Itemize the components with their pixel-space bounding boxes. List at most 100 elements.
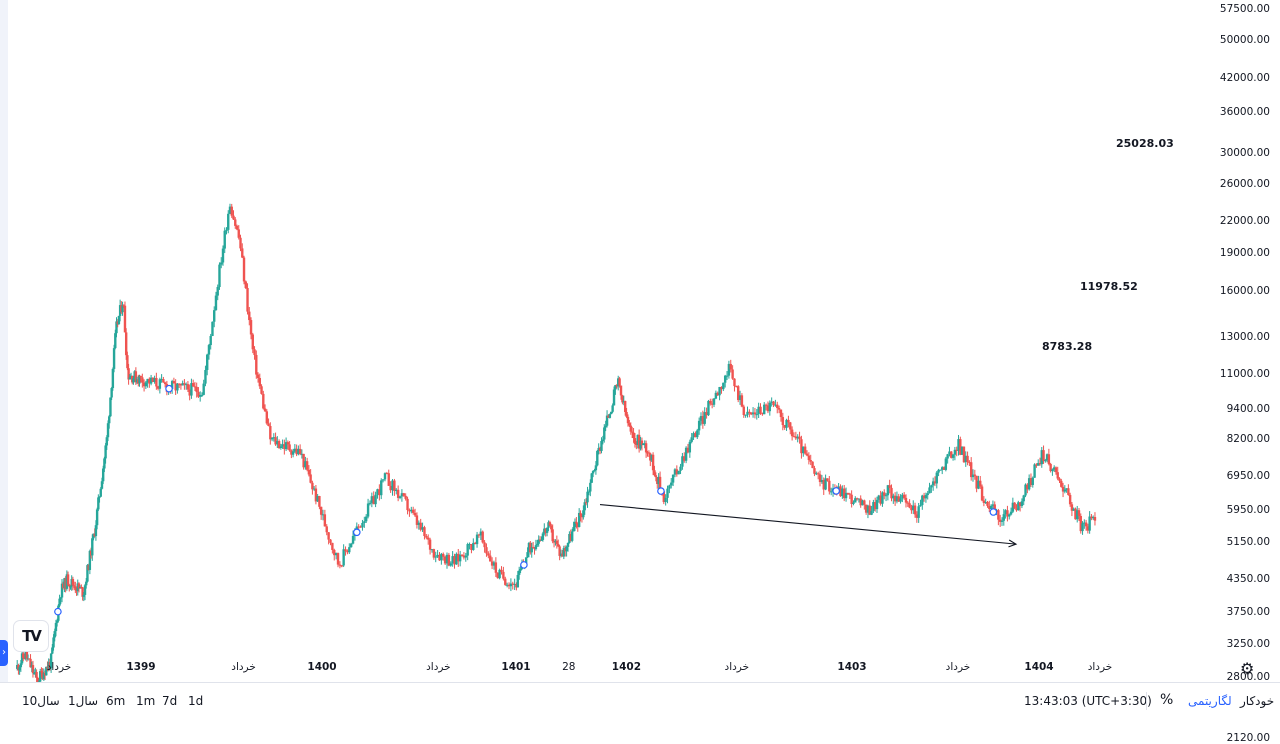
candle-down xyxy=(776,405,778,408)
candle-up xyxy=(925,495,927,498)
range-1m-button[interactable]: 1m xyxy=(136,694,155,708)
candle-up xyxy=(224,231,226,249)
candle-up xyxy=(292,451,294,454)
candle-up xyxy=(210,336,212,345)
candle-up xyxy=(595,465,597,470)
candle-down xyxy=(140,376,142,378)
candle-down xyxy=(331,543,333,550)
candle-down xyxy=(1055,467,1057,472)
candle-down xyxy=(908,503,910,507)
candle-down xyxy=(311,483,313,490)
event-marker xyxy=(658,488,664,494)
gear-icon[interactable]: ⚙ xyxy=(1240,659,1254,678)
candle-down xyxy=(487,553,489,555)
candle-down xyxy=(863,500,865,504)
candle-up xyxy=(476,535,478,544)
candle-down xyxy=(433,549,435,557)
candle-up xyxy=(589,483,591,492)
candle-down xyxy=(344,549,346,551)
candle-up xyxy=(763,405,765,415)
candle-down xyxy=(141,377,143,382)
candle-down xyxy=(67,574,69,584)
log-scale-toggle[interactable]: لگاریتمی xyxy=(1188,694,1232,708)
candle-down xyxy=(556,541,558,544)
candle-down xyxy=(655,475,657,477)
price-axis-tick: 4350.00 xyxy=(1227,573,1270,585)
candle-down xyxy=(579,513,581,516)
candle-down xyxy=(388,473,390,486)
range-7d-button[interactable]: 7d xyxy=(162,694,177,708)
time-axis-year-tick: 1403 xyxy=(837,661,866,673)
candle-up xyxy=(222,249,224,263)
candle-down xyxy=(974,475,976,476)
candle-down xyxy=(632,433,634,438)
candle-up xyxy=(380,480,382,495)
candle-down xyxy=(164,382,166,384)
range-10y-button[interactable]: 10سال xyxy=(22,694,60,708)
candle-up xyxy=(361,523,363,527)
candle-down xyxy=(404,496,406,499)
candle-up xyxy=(899,499,901,502)
price-axis-tick: 3750.00 xyxy=(1227,606,1270,618)
event-marker xyxy=(833,488,839,494)
candle-up xyxy=(927,493,929,495)
candle-down xyxy=(239,238,241,249)
candle-down xyxy=(252,334,254,349)
price-axis-tick: 5950.00 xyxy=(1227,504,1270,516)
auto-scale-toggle[interactable]: خودکار xyxy=(1240,694,1274,708)
range-1y-button[interactable]: 1سال xyxy=(68,694,98,708)
candle-up xyxy=(876,500,878,509)
candle-down xyxy=(288,444,290,450)
candle-down xyxy=(412,510,414,513)
candle-up xyxy=(724,376,726,383)
candle-down xyxy=(257,375,259,378)
candle-down xyxy=(236,226,238,230)
candle-up xyxy=(108,416,110,423)
candle-up xyxy=(382,479,384,480)
candle-down xyxy=(778,408,780,410)
candle-down xyxy=(442,554,444,557)
price-axis-tick: 30000.00 xyxy=(1220,147,1270,159)
event-marker xyxy=(990,509,996,515)
candle-up xyxy=(280,446,282,448)
event-marker xyxy=(354,529,360,535)
candle-up xyxy=(159,379,161,388)
candle-up xyxy=(572,527,574,531)
tradingview-logo[interactable]: TV xyxy=(14,621,48,651)
percent-toggle[interactable]: % xyxy=(1160,692,1173,708)
range-1d-button[interactable]: 1d xyxy=(188,694,203,708)
candle-up xyxy=(96,509,98,525)
candle-up xyxy=(211,322,213,336)
candle-down xyxy=(287,442,289,444)
candle-up xyxy=(666,489,668,498)
time-axis-year-tick: 1402 xyxy=(612,661,641,673)
candle-down xyxy=(849,494,851,495)
candle-up xyxy=(664,498,666,502)
candle-down xyxy=(645,443,647,452)
candle-up xyxy=(215,296,217,311)
candle-up xyxy=(945,459,947,470)
candle-up xyxy=(830,491,832,492)
candle-up xyxy=(919,505,921,506)
candle-up xyxy=(369,503,371,504)
candle-down xyxy=(1057,472,1059,478)
candle-down xyxy=(817,473,819,474)
price-axis-tick: 50000.00 xyxy=(1220,34,1270,46)
candle-up xyxy=(571,531,573,540)
event-marker xyxy=(166,385,172,391)
candle-down xyxy=(414,513,416,516)
price-axis-tick: 42000.00 xyxy=(1220,72,1270,84)
candle-up xyxy=(1023,495,1025,501)
candle-up xyxy=(540,540,542,541)
candle-down xyxy=(551,529,553,541)
price-annotation-2: 11978.52 xyxy=(1080,280,1138,293)
candle-down xyxy=(966,456,968,462)
candle-down xyxy=(173,381,175,383)
range-6m-button[interactable]: 6m xyxy=(106,694,125,708)
event-marker xyxy=(55,608,61,614)
candle-down xyxy=(634,438,636,444)
candle-up xyxy=(613,390,615,406)
clock-readout[interactable]: 13:43:03 (UTC+3:30) xyxy=(1024,694,1152,708)
candle-down xyxy=(652,455,654,471)
candle-up xyxy=(217,287,219,296)
